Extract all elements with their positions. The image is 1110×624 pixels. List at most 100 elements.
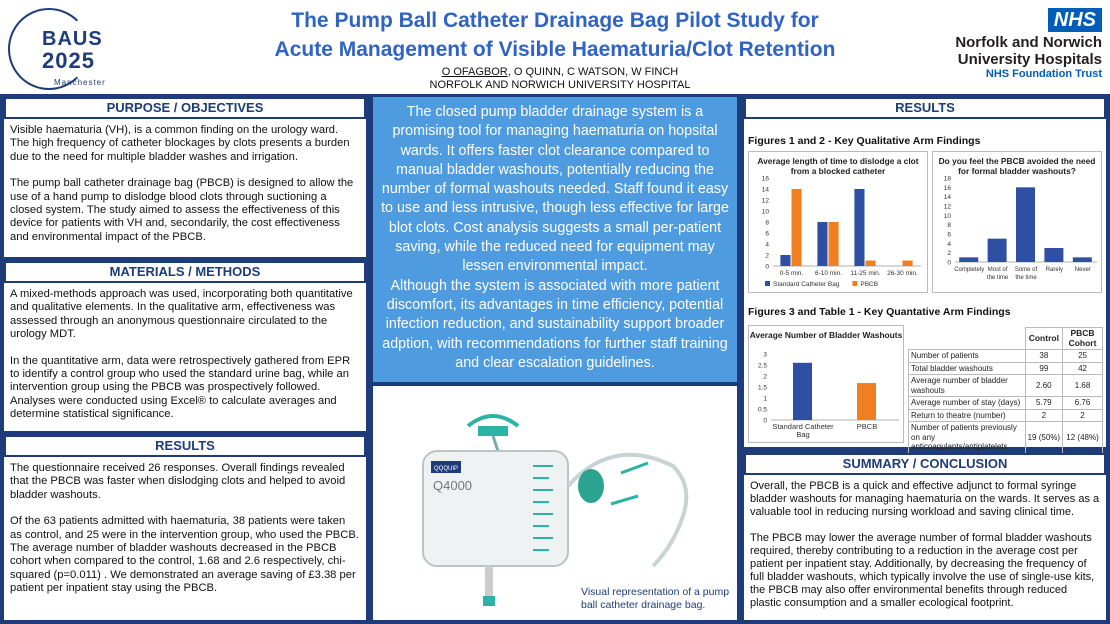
- inlet-tube: [491, 435, 500, 452]
- fig2-chart: 0 2 4 6 8 10 12 14 16 18 Completely Most of the time…: [944, 176, 1097, 281]
- purpose-section: PURPOSE / OBJECTIVES Visible haematuria …: [4, 97, 366, 257]
- x-tick-label: 11-25 min.: [850, 270, 880, 277]
- methods-paragraph-1: A mixed-methods approach was used, incor…: [10, 288, 353, 341]
- author-list: O OFAGBOR, O QUINN, C WATSON, W FINCH: [340, 66, 780, 79]
- table-cell: Average number of stay (days): [908, 396, 1026, 410]
- y-tick-label: 14: [762, 187, 770, 194]
- x-tick-label: 26-30 min.: [887, 270, 918, 277]
- results-left-heading: RESULTS: [4, 435, 366, 457]
- baus-logo: BAUS 2025 Manchester: [8, 8, 118, 90]
- table-cell: 2: [1062, 408, 1103, 422]
- results-right-section: RESULTS Figures 1 and 2 - Key Qualitativ…: [744, 97, 1106, 454]
- bag-scale: [533, 465, 553, 551]
- methods-section: MATERIALS / METHODS A mixed-methods appr…: [4, 261, 366, 431]
- catheter-bag-image: QQQUIP Q4000: [422, 414, 689, 606]
- y-tick-label: 16: [762, 176, 770, 183]
- results-paragraph-3: The average number of bladder washouts d…: [10, 542, 356, 595]
- summary-body: Overall, the PBCB is a quick and effecti…: [744, 475, 1106, 615]
- summary-heading: SUMMARY / CONCLUSION: [744, 453, 1106, 475]
- table-row: Return to theatre (number) 2 2: [908, 408, 1103, 422]
- purpose-body: Visible haematuria (VH), is a common fin…: [4, 119, 366, 249]
- x-tick-label: 6-10 min.: [815, 270, 842, 277]
- legend-label: Standard Catheter Bag: [773, 281, 840, 288]
- poster-header: BAUS 2025 Manchester The Pump Ball Cathe…: [0, 0, 1110, 94]
- y-tick-label: 0.5: [758, 407, 767, 414]
- y-tick-label: 1.5: [758, 385, 767, 392]
- methods-body: A mixed-methods approach was used, incor…: [4, 283, 366, 427]
- bar: [854, 189, 865, 266]
- x-tick-label: Completely: [954, 267, 984, 273]
- title-line-1: The Pump Ball Catheter Drainage Bag Pilo…: [291, 9, 819, 32]
- drainage-bag-illustration: QQQUIP Q4000 Visual representation of a …: [373, 386, 737, 620]
- drainage-tube: [566, 452, 689, 568]
- fig2-title: Do you feel the PBCB avoided the need fo…: [938, 156, 1096, 176]
- figures-1-2-title: Figures 1 and 2 - Key Qualitative Arm Fi…: [748, 135, 981, 147]
- title-line-2: Acute Management of Visible Haematuria/C…: [274, 38, 836, 61]
- legend-swatch: [765, 281, 770, 286]
- table-cell: 6.76: [1062, 396, 1103, 410]
- y-tick-label: 0: [765, 264, 769, 271]
- x-tick-label: 0-5 min.: [780, 270, 804, 277]
- co-authors: , O QUINN, C WATSON, W FINCH: [507, 66, 679, 78]
- quantitative-table: Control PBCB Cohort Number of patients 38 25…: [908, 327, 1103, 454]
- bar: [817, 222, 828, 266]
- y-tick-label: 10: [944, 213, 952, 220]
- x-tick-label: Bag: [796, 430, 809, 439]
- table-cell: 2.60: [1024, 374, 1064, 397]
- pump-ball-icon: [578, 469, 604, 503]
- purpose-heading: PURPOSE / OBJECTIVES: [4, 97, 366, 119]
- table-cell: Average number of bladder washouts: [908, 374, 1026, 397]
- y-tick-label: 10: [762, 209, 770, 216]
- table-row: Total bladder washouts 99 42: [908, 361, 1103, 375]
- baus-logo-city: Manchester: [54, 78, 106, 87]
- y-tick-label: 4: [947, 241, 951, 248]
- x-tick-label: the time: [987, 275, 1009, 281]
- table-row: Number of patients 38 25: [908, 349, 1103, 363]
- authors: O OFAGBOR, O QUINN, C WATSON, W FINCH NO…: [340, 66, 780, 92]
- methods-paragraph-2: In the quantitative arm, data were retro…: [10, 354, 351, 421]
- baus-logo-year: 2025: [42, 48, 95, 73]
- nhs-badge: NHS: [1047, 8, 1102, 32]
- summary-paragraph-2: The PBCB may lower the average number of…: [750, 532, 1095, 609]
- methods-heading: MATERIALS / METHODS: [4, 261, 366, 283]
- nhs-trust-line-2: University Hospitals: [957, 51, 1102, 68]
- hanger-icon: [466, 414, 520, 428]
- table-header: PBCB Cohort: [1062, 327, 1103, 350]
- table-row: Number of patients previously on any ant…: [908, 421, 1103, 454]
- table-cell: Number of patients: [908, 349, 1026, 363]
- x-tick-label: Rarely: [1046, 267, 1063, 273]
- y-tick-label: 0: [763, 418, 767, 425]
- bar: [902, 260, 913, 266]
- y-tick-label: 0: [947, 260, 951, 267]
- results-left-body: The questionnaire received 26 responses.…: [4, 457, 366, 601]
- y-tick-label: 4: [765, 242, 769, 249]
- y-tick-label: 2.5: [758, 363, 767, 370]
- results-right-heading: RESULTS: [744, 97, 1106, 119]
- table-cell: 38: [1024, 349, 1064, 363]
- table-cell: Return to theatre (number): [908, 408, 1026, 422]
- bar: [791, 189, 802, 266]
- y-tick-label: 3: [763, 352, 767, 359]
- key-findings-text-1: The closed pump bladder drainage system …: [381, 104, 729, 275]
- fig1-chart: 0 2 4 6 8 10 12 14 16 0-5 min. 6-10 min. 11-25 min.…: [762, 176, 921, 288]
- image-caption: Visual representation of a pump ball cat…: [581, 586, 730, 611]
- y-tick-label: 14: [944, 194, 952, 201]
- table-cell: 99: [1024, 361, 1064, 375]
- table-row: Average number of bladder washouts 2.60 1.…: [908, 374, 1103, 397]
- y-tick-label: 6: [947, 232, 951, 239]
- annotation-arrow-2: [610, 494, 639, 506]
- table-cell: 25: [1062, 349, 1103, 363]
- legend-label: PBCB: [860, 281, 878, 288]
- poster-title: The Pump Ball Catheter Drainage Bag Pilo…: [200, 6, 910, 64]
- table-cell: Number of patients previously on any ant…: [908, 421, 1026, 454]
- outlet-tap: [483, 596, 495, 606]
- x-tick-label: Never: [1075, 267, 1091, 273]
- table-row: Average number of stay (days) 5.79 6.76: [908, 396, 1103, 410]
- fig1-title: Average length of time to dislodge a clo…: [757, 156, 919, 176]
- bar: [1016, 187, 1035, 262]
- summary-section: SUMMARY / CONCLUSION Overall, the PBCB i…: [744, 453, 1106, 620]
- lead-author: O OFAGBOR: [441, 66, 508, 78]
- x-tick-label: Some of: [1015, 267, 1038, 273]
- figure-3: Average Number of Bladder Washouts 0 0.5 1…: [748, 325, 904, 443]
